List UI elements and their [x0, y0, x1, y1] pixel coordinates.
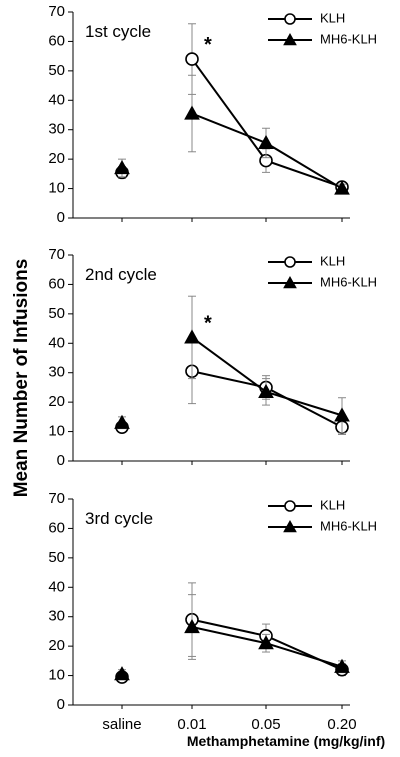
series-1: [115, 23, 349, 194]
legend-label: MH6-KLH: [320, 31, 377, 46]
x-axis-label: Methamphetamine (mg/kg/inf): [187, 733, 385, 749]
y-tick-label: 20: [48, 393, 65, 410]
series-line: [191, 112, 343, 190]
panel-title: 1st cycle: [85, 22, 151, 41]
panel-title: 2nd cycle: [85, 265, 157, 284]
y-tick-label: 0: [57, 696, 65, 713]
legend-label: KLH: [320, 10, 345, 25]
x-tick-label: saline: [102, 716, 141, 733]
series-1: [115, 582, 349, 684]
y-tick-label: 70: [48, 246, 65, 263]
data-point: [114, 666, 130, 681]
y-tick-label: 30: [48, 121, 65, 138]
y-tick-label: 70: [48, 3, 65, 20]
legend-label: KLH: [320, 497, 345, 512]
y-tick-label: 60: [48, 275, 65, 292]
data-point: [258, 635, 274, 650]
x-tick-label: 0.01: [177, 716, 206, 733]
y-tick-label: 40: [48, 91, 65, 108]
legend-marker: [284, 500, 296, 512]
y-tick-label: 50: [48, 305, 65, 322]
y-tick-label: 50: [48, 62, 65, 79]
chart-panels: 0 10 20 30 40 50 60 70 1st cycle KLH MH6-KLH * 0 10 20…: [48, 3, 377, 733]
y-tick-label: 30: [48, 364, 65, 381]
x-tick-label: 0.20: [327, 716, 356, 733]
data-point: [184, 105, 200, 120]
y-tick-label: 10: [48, 423, 65, 440]
data-point: [184, 618, 200, 634]
chart-panel-3: 0 10 20 30 40 50 60 70 saline 0.01 0.05 0.20 3rd cyc…: [48, 490, 377, 733]
legend-label: KLH: [320, 253, 345, 268]
y-tick-label: 20: [48, 150, 65, 167]
x-tick-label: 0.05: [251, 716, 280, 733]
y-tick-label: 10: [48, 667, 65, 684]
y-tick-label: 50: [48, 549, 65, 566]
legend-label: MH6-KLH: [320, 274, 377, 289]
y-tick-label: 70: [48, 490, 65, 507]
data-point: [334, 180, 350, 195]
data-point: [258, 383, 274, 398]
data-point: [184, 329, 200, 344]
legend-marker: [283, 275, 297, 289]
series-2: [114, 295, 350, 434]
legend-marker: [283, 32, 297, 46]
y-tick-label: 40: [48, 334, 65, 351]
legend-marker: [284, 256, 296, 268]
legend-label: MH6-KLH: [320, 518, 377, 533]
y-tick-label: 0: [57, 452, 65, 469]
data-point: [114, 414, 130, 429]
chart-panel-2: 0 10 20 30 40 50 60 70 2nd cycle KLH MH6-KLH *: [48, 246, 377, 469]
y-tick-label: 20: [48, 637, 65, 654]
y-tick-label: 30: [48, 608, 65, 625]
significance-marker: *: [204, 312, 212, 334]
data-point: [185, 52, 199, 66]
significance-marker: *: [204, 34, 212, 56]
series-1: [115, 338, 349, 436]
series-2: [114, 594, 350, 681]
y-tick-label: 60: [48, 32, 65, 49]
y-tick-label: 10: [48, 180, 65, 197]
y-tick-label: 60: [48, 519, 65, 536]
y-tick-label: 40: [48, 578, 65, 595]
legend-marker: [283, 519, 297, 533]
y-tick-label: 0: [57, 209, 65, 226]
chart-panel-1: 0 10 20 30 40 50 60 70 1st cycle KLH MH6-KLH *: [48, 3, 377, 226]
y-axis-label: Mean Number of Infusions: [11, 259, 32, 498]
series-2: [114, 74, 350, 195]
data-point: [334, 658, 350, 673]
data-point: [334, 407, 350, 422]
data-point: [258, 134, 274, 150]
data-point: [114, 159, 130, 175]
panel-title: 3rd cycle: [85, 509, 153, 528]
legend-marker: [284, 13, 296, 25]
